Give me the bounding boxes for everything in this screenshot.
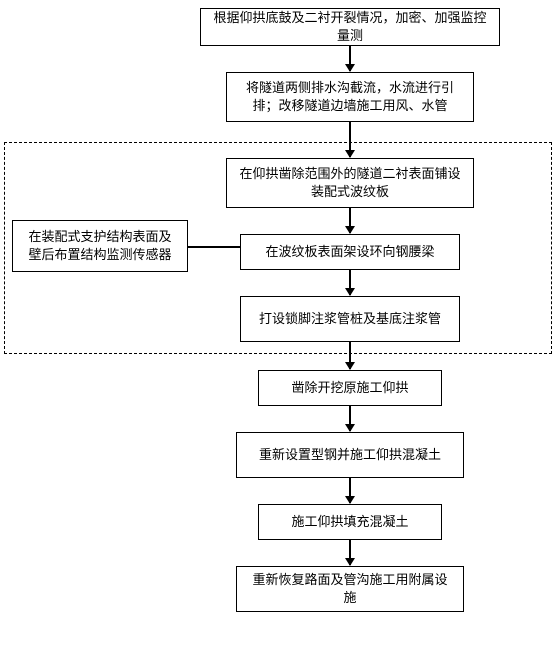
arrow-down bbox=[349, 208, 351, 233]
flow-node-n4: 在波纹板表面架设环向钢腰梁 bbox=[240, 234, 460, 270]
flow-node-side: 在装配式支护结构表面及壁后布置结构监测传感器 bbox=[12, 220, 188, 272]
arrow-down bbox=[349, 478, 351, 503]
flow-node-label: 施工仰拱填充混凝土 bbox=[291, 513, 408, 531]
flow-node-n6: 凿除开挖原施工仰拱 bbox=[258, 370, 442, 406]
arrow-down bbox=[349, 270, 351, 295]
flow-node-label: 在仰拱凿除范围外的隧道二衬表面铺设装配式波纹板 bbox=[237, 165, 463, 200]
flow-node-label: 凿除开挖原施工仰拱 bbox=[291, 379, 408, 397]
arrow-down bbox=[349, 540, 351, 565]
flow-node-n8: 施工仰拱填充混凝土 bbox=[258, 504, 442, 540]
arrow-down bbox=[349, 406, 351, 431]
flow-node-n1: 根据仰拱底鼓及二衬开裂情况，加密、加强监控量测 bbox=[200, 8, 500, 46]
flow-node-label: 打设锁脚注浆管桩及基底注浆管 bbox=[259, 310, 441, 328]
arrow-down bbox=[349, 342, 351, 369]
flow-node-n3: 在仰拱凿除范围外的隧道二衬表面铺设装配式波纹板 bbox=[226, 158, 474, 208]
flow-node-n7: 重新设置型钢并施工仰拱混凝土 bbox=[236, 432, 464, 478]
flow-node-label: 重新设置型钢并施工仰拱混凝土 bbox=[259, 446, 441, 464]
flow-node-label: 在波纹板表面架设环向钢腰梁 bbox=[265, 243, 434, 261]
flow-node-n5: 打设锁脚注浆管桩及基底注浆管 bbox=[240, 296, 460, 342]
arrow-down bbox=[349, 46, 351, 71]
flow-node-label: 将隧道两侧排水沟截流，水流进行引排；改移隧道边墙施工用风、水管 bbox=[237, 79, 463, 114]
connector-line bbox=[188, 246, 240, 248]
flow-node-n9: 重新恢复路面及管沟施工用附属设施 bbox=[236, 566, 464, 612]
flow-node-label: 重新恢复路面及管沟施工用附属设施 bbox=[247, 571, 453, 606]
arrow-down bbox=[349, 122, 351, 157]
flow-node-label: 在装配式支护结构表面及壁后布置结构监测传感器 bbox=[23, 228, 177, 263]
flow-node-n2: 将隧道两侧排水沟截流，水流进行引排；改移隧道边墙施工用风、水管 bbox=[226, 72, 474, 122]
flow-node-label: 根据仰拱底鼓及二衬开裂情况，加密、加强监控量测 bbox=[211, 9, 489, 44]
